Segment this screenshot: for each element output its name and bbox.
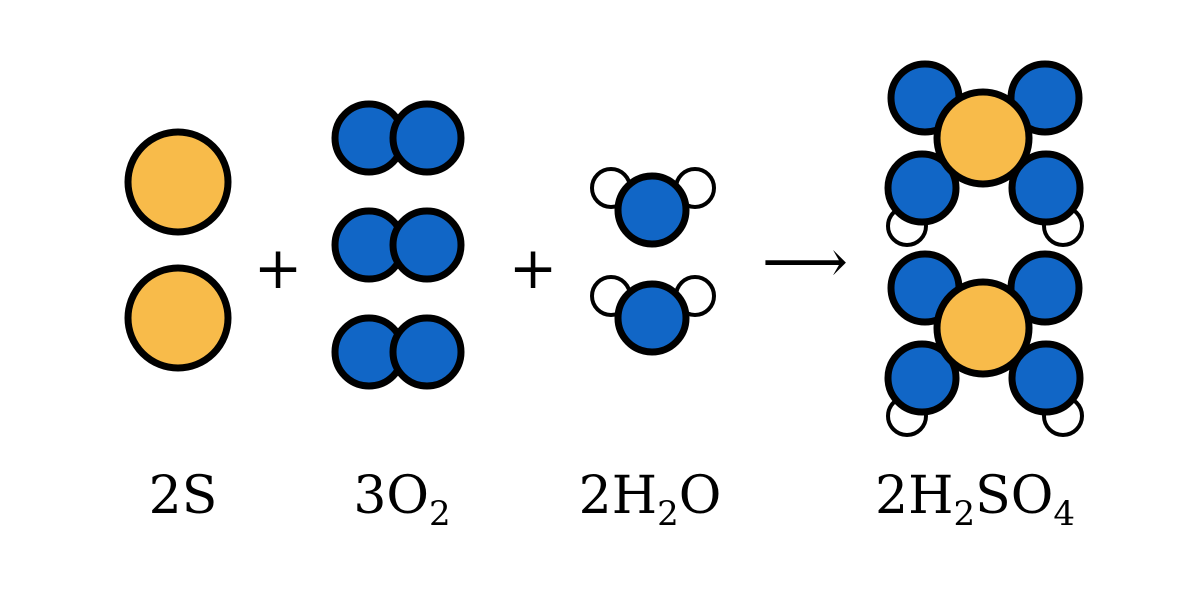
label-sulfur-symbol: S <box>181 466 218 526</box>
oxygen-molecule <box>331 314 465 390</box>
label-water-subscript: 2 <box>657 494 679 534</box>
label-sulfur-coefficient: 2 <box>148 466 182 526</box>
oxygen-atom <box>614 280 690 356</box>
label-sulfuric-acid: 2H2SO4 <box>875 470 1075 531</box>
plus-sign-2: + <box>508 234 558 302</box>
label-water-coefficient: 2 <box>578 466 612 526</box>
oxygen-atom <box>389 207 465 283</box>
oxygen-atom <box>389 100 465 176</box>
oxygen-atom <box>884 150 960 226</box>
label-water: 2H2O <box>579 470 722 531</box>
oxygen-atom <box>884 340 960 416</box>
label-water-symbol-o: O <box>678 466 722 526</box>
label-sulfur: 2S <box>149 470 218 522</box>
oxygen-atom <box>389 314 465 390</box>
plus-sign-1: + <box>253 234 303 302</box>
sulfuric-acid-molecule <box>884 60 1084 247</box>
label-acid-subscript-h: 2 <box>953 494 976 534</box>
oxygen-molecule <box>331 100 465 176</box>
oxygen-atom <box>1008 340 1084 416</box>
oxygen-atom <box>1008 150 1084 226</box>
label-acid-coefficient: 2 <box>875 466 909 526</box>
sulfuric-acid-molecule <box>884 250 1084 437</box>
sulfur-molecule <box>124 264 232 372</box>
sulfur-atom <box>124 128 232 236</box>
label-acid-symbol-h: H <box>908 466 954 526</box>
water-molecule <box>590 275 716 356</box>
water-molecule <box>590 167 716 248</box>
oxygen-molecule <box>331 207 465 283</box>
label-oxygen-coefficient: 3 <box>353 466 387 526</box>
reaction-arrow: ⟶ <box>761 227 849 297</box>
label-oxygen-symbol: O <box>386 466 430 526</box>
label-acid-subscript-o: 4 <box>1053 494 1075 534</box>
sulfur-molecule <box>124 128 232 236</box>
label-oxygen-subscript: 2 <box>429 494 451 534</box>
label-water-symbol-h: H <box>611 466 658 526</box>
sulfur-atom <box>124 264 232 372</box>
sulfur-atom <box>933 88 1033 188</box>
label-oxygen: 3O2 <box>353 470 450 531</box>
sulfur-atom <box>933 278 1033 378</box>
oxygen-atom <box>614 172 690 248</box>
label-acid-symbol-so: SO <box>975 466 1054 526</box>
